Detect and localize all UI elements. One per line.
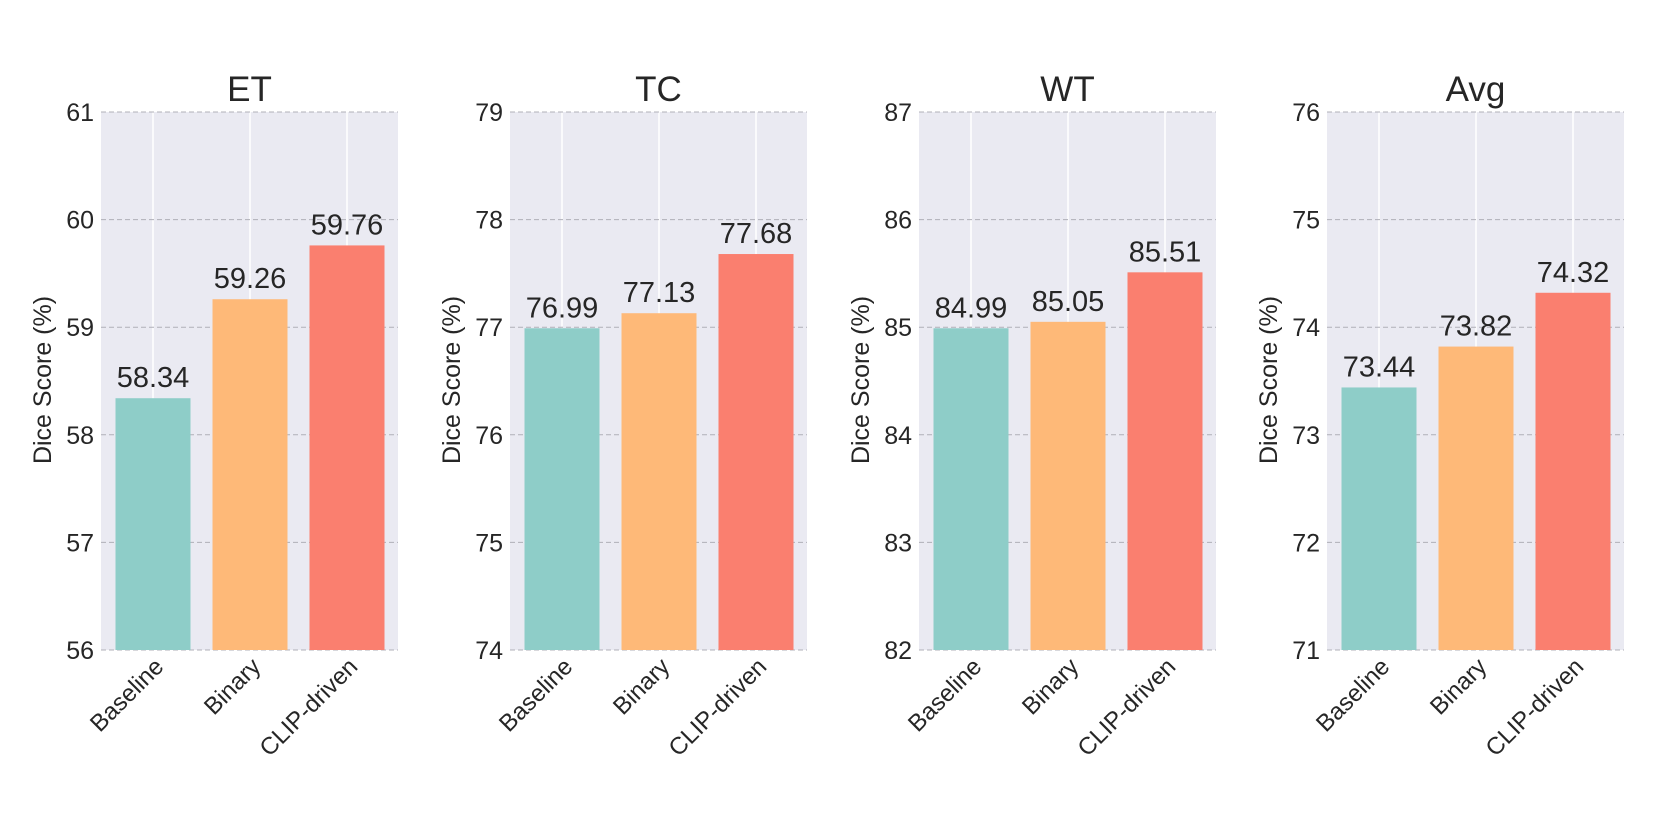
y-tick-label: 74 — [1292, 314, 1320, 342]
y-tick-label: 61 — [66, 99, 94, 127]
y-axis-title: Dice Score (%) — [1255, 296, 1283, 464]
y-tick-label: 82 — [884, 637, 912, 665]
y-axis-title: Dice Score (%) — [29, 296, 57, 464]
category-label: Baseline — [1311, 653, 1395, 737]
bar-binary — [1030, 321, 1106, 650]
category-label: CLIP-driven — [664, 653, 773, 762]
y-tick-label: 73 — [1292, 422, 1320, 450]
y-tick-label: 76 — [1292, 99, 1320, 127]
panel-title: WT — [1040, 70, 1094, 109]
bar-clip-driven — [309, 245, 385, 650]
category-label: Baseline — [903, 653, 987, 737]
bar-baseline — [115, 398, 191, 650]
panel-title: TC — [635, 70, 682, 109]
bar-binary — [621, 313, 697, 650]
value-label: 85.51 — [1129, 236, 1202, 268]
panel-et: 56 57 58 59 60 61 58.34 Baseline 59.26 Binary 59.7… — [29, 70, 398, 762]
value-label: 58.34 — [117, 362, 190, 394]
bar-baseline — [1341, 387, 1417, 650]
y-tick-label: 84 — [884, 422, 912, 450]
bar-clip-driven — [718, 254, 794, 651]
y-axis-title: Dice Score (%) — [847, 296, 875, 464]
panel-wt: 82 83 84 85 86 87 84.99 Baseline 85.05 Binary 85.5… — [847, 70, 1216, 762]
y-tick-label: 86 — [884, 207, 912, 235]
value-label: 85.05 — [1032, 286, 1105, 318]
y-tick-label: 72 — [1292, 529, 1320, 557]
category-label: Binary — [199, 653, 266, 720]
y-tick-label: 79 — [475, 99, 503, 127]
value-label: 84.99 — [935, 292, 1008, 324]
value-label: 73.44 — [1343, 351, 1416, 383]
panel-avg: 71 72 73 74 75 76 73.44 Baseline 73.82 Binary 74.3… — [1255, 70, 1624, 762]
y-tick-label: 78 — [475, 207, 503, 235]
bar-binary — [212, 299, 288, 650]
bar-baseline — [933, 328, 1009, 650]
panel-tc: 74 75 76 77 78 79 76.99 Baseline 77.13 Binary 77.6… — [438, 70, 807, 762]
y-tick-label: 59 — [66, 314, 94, 342]
y-tick-label: 60 — [66, 207, 94, 235]
y-tick-label: 75 — [475, 529, 503, 557]
y-tick-label: 57 — [66, 529, 94, 557]
y-tick-label: 76 — [475, 422, 503, 450]
value-label: 74.32 — [1537, 257, 1610, 289]
category-label: Binary — [1017, 653, 1084, 720]
y-tick-label: 87 — [884, 99, 912, 127]
category-label: Baseline — [494, 653, 578, 737]
panel-title: Avg — [1446, 70, 1506, 109]
bar-binary — [1438, 346, 1514, 650]
bar-clip-driven — [1535, 292, 1611, 650]
y-tick-label: 74 — [475, 637, 503, 665]
bar-clip-driven — [1127, 272, 1203, 650]
y-tick-label: 75 — [1292, 207, 1320, 235]
y-tick-label: 56 — [66, 637, 94, 665]
category-label: Baseline — [85, 653, 169, 737]
value-label: 59.76 — [311, 209, 384, 241]
value-label: 59.26 — [214, 263, 287, 295]
category-label: Binary — [608, 653, 675, 720]
value-label: 76.99 — [526, 292, 599, 324]
bar-baseline — [524, 328, 600, 650]
y-tick-label: 77 — [475, 314, 503, 342]
y-axis-title: Dice Score (%) — [438, 296, 466, 464]
y-tick-label: 58 — [66, 422, 94, 450]
category-label: Binary — [1425, 653, 1492, 720]
category-label: CLIP-driven — [255, 653, 364, 762]
value-label: 77.68 — [720, 218, 793, 250]
value-label: 73.82 — [1440, 311, 1513, 343]
y-tick-label: 71 — [1292, 637, 1320, 665]
panel-title: ET — [227, 70, 272, 109]
category-label: CLIP-driven — [1481, 653, 1590, 762]
y-tick-label: 83 — [884, 529, 912, 557]
y-tick-label: 85 — [884, 314, 912, 342]
category-label: CLIP-driven — [1073, 653, 1182, 762]
value-label: 77.13 — [623, 277, 696, 309]
